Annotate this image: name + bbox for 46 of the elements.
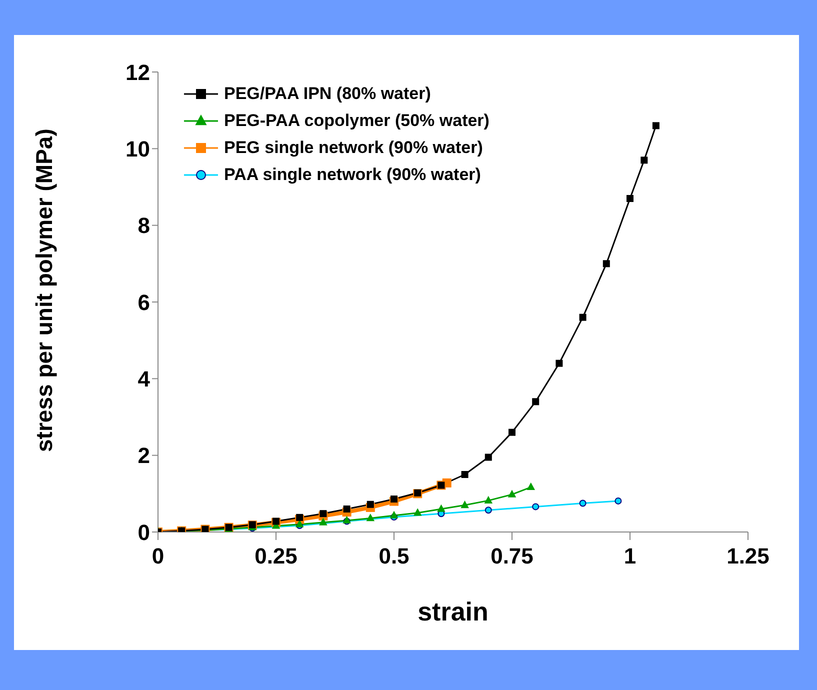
y-tick-label: 10	[126, 136, 150, 162]
x-tick-label: 1	[624, 544, 636, 569]
y-tick-label: 0	[138, 520, 150, 545]
point	[579, 500, 586, 507]
point	[614, 497, 622, 504]
point	[527, 483, 535, 490]
point	[296, 514, 304, 521]
point	[461, 471, 468, 478]
point	[626, 195, 634, 202]
point	[366, 514, 374, 522]
point	[343, 506, 350, 512]
point	[532, 503, 540, 510]
point	[579, 314, 586, 321]
point	[532, 398, 540, 406]
point	[437, 504, 445, 512]
point	[320, 510, 327, 518]
y-tick-label: 6	[138, 290, 150, 315]
point	[461, 501, 469, 508]
legend-label: PAA single network (90% water)	[224, 164, 481, 184]
legend-label: PEG single network (90% water)	[224, 138, 483, 158]
point	[508, 428, 516, 436]
point	[484, 454, 492, 461]
point	[556, 360, 563, 367]
x-tick-label: 0.5	[378, 544, 410, 569]
x-tick-label: 0.75	[490, 544, 534, 569]
point	[319, 518, 327, 526]
point	[366, 500, 374, 508]
point	[508, 490, 516, 498]
y-tick-label: 2	[138, 443, 150, 468]
x-tick-label: 1.25	[726, 544, 770, 569]
point	[414, 508, 422, 516]
x-tick-label: 0.25	[254, 544, 298, 569]
point	[640, 156, 648, 164]
y-tick-label: 12	[126, 60, 150, 85]
point	[602, 260, 610, 268]
x-axis-title: strain	[418, 596, 488, 626]
y-tick-label: 8	[138, 213, 150, 238]
point	[652, 122, 660, 130]
point	[390, 496, 398, 503]
y-tick-label: 4	[138, 366, 151, 392]
point	[484, 496, 492, 504]
legend-label: PEG-PAA copolymer (50% water)	[224, 110, 490, 130]
y-axis-title: stress per unit polymer (MPa)	[31, 128, 58, 452]
point	[390, 511, 398, 518]
point	[484, 506, 492, 514]
legend-label: PEG/PAA IPN (80% water)	[224, 84, 431, 104]
